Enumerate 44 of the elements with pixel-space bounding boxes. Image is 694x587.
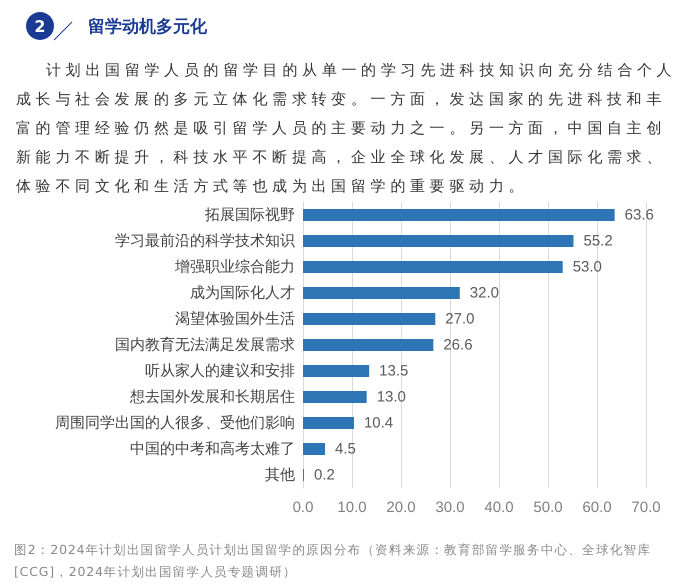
bar (303, 209, 615, 221)
x-tick-label: 60.0 (582, 499, 612, 516)
data-label: 10.4 (364, 414, 394, 432)
y-tick-label: 周围同学出国的人很多、受他们影响 (55, 414, 295, 432)
y-tick-label: 成为国际化人才 (190, 284, 295, 302)
data-label: 55.2 (583, 232, 613, 250)
bar (303, 365, 370, 377)
y-tick-label: 拓展国际视野 (204, 206, 295, 224)
data-label: 13.5 (379, 362, 408, 380)
bar (303, 339, 434, 351)
y-tick-label: 增强职业综合能力 (174, 258, 295, 276)
bar (303, 235, 574, 247)
x-tick-label: 0.0 (292, 499, 314, 516)
data-label: 0.2 (314, 466, 335, 484)
bar (303, 443, 326, 455)
data-label: 63.6 (624, 206, 654, 224)
y-tick-label: 其他 (265, 466, 295, 484)
x-tick-label: 10.0 (337, 499, 367, 516)
y-tick-label: 想去国外发展和长期居住 (129, 388, 295, 406)
bar (303, 261, 563, 273)
bar (303, 417, 354, 429)
x-tick-label: 30.0 (435, 499, 465, 516)
caption: 图2：2024年计划出国留学人员计划出国留学的原因分布（资料来源：教育部留学服务中心、全球化智库[CCG]，2024年计划出国留学人员专题调研） (14, 541, 652, 581)
x-tick-label: 40.0 (484, 499, 514, 516)
x-tick-label: 20.0 (386, 499, 416, 516)
x-tick-label: 70.0 (631, 499, 661, 516)
y-tick-label: 国内教育无法满足发展需求 (115, 336, 295, 354)
bar (303, 313, 436, 325)
data-label: 32.0 (470, 284, 500, 302)
y-tick-label: 中国的中考和高考太难了 (130, 440, 295, 458)
data-label: 13.0 (376, 388, 406, 406)
data-label: 27.0 (445, 310, 475, 328)
y-tick-label: 听从家人的建议和安排 (145, 362, 295, 380)
x-tick-label: 50.0 (533, 499, 563, 516)
data-label: 53.0 (572, 258, 602, 276)
y-tick-label: 渴望体验国外生活 (175, 310, 295, 328)
y-tick-label: 学习最前沿的科学技术知识 (115, 232, 295, 250)
data-label: 26.6 (443, 336, 473, 354)
bar (303, 287, 460, 299)
data-label: 4.5 (335, 440, 356, 458)
chart-subtitle: 计划出国留学人员的留学目的从单一的学习先进科技知识向充分结合个人成长与社会发展的多元立体化需求转变。一方面，发达国家的先进科技和丰富的管理经验仍然是吸引留学人员的主要动力之一。另一方面，中国自主创新能力不断提升，科技水平不断提高，企业全球化发展、人才国际化需求、体验不同文化和生活方式等也成为出国留学的重要驱动力。 (16, 60, 678, 197)
bar (303, 391, 367, 403)
number-badge: 2 (26, 12, 54, 40)
text: 留学动机多元化 (88, 16, 207, 38)
